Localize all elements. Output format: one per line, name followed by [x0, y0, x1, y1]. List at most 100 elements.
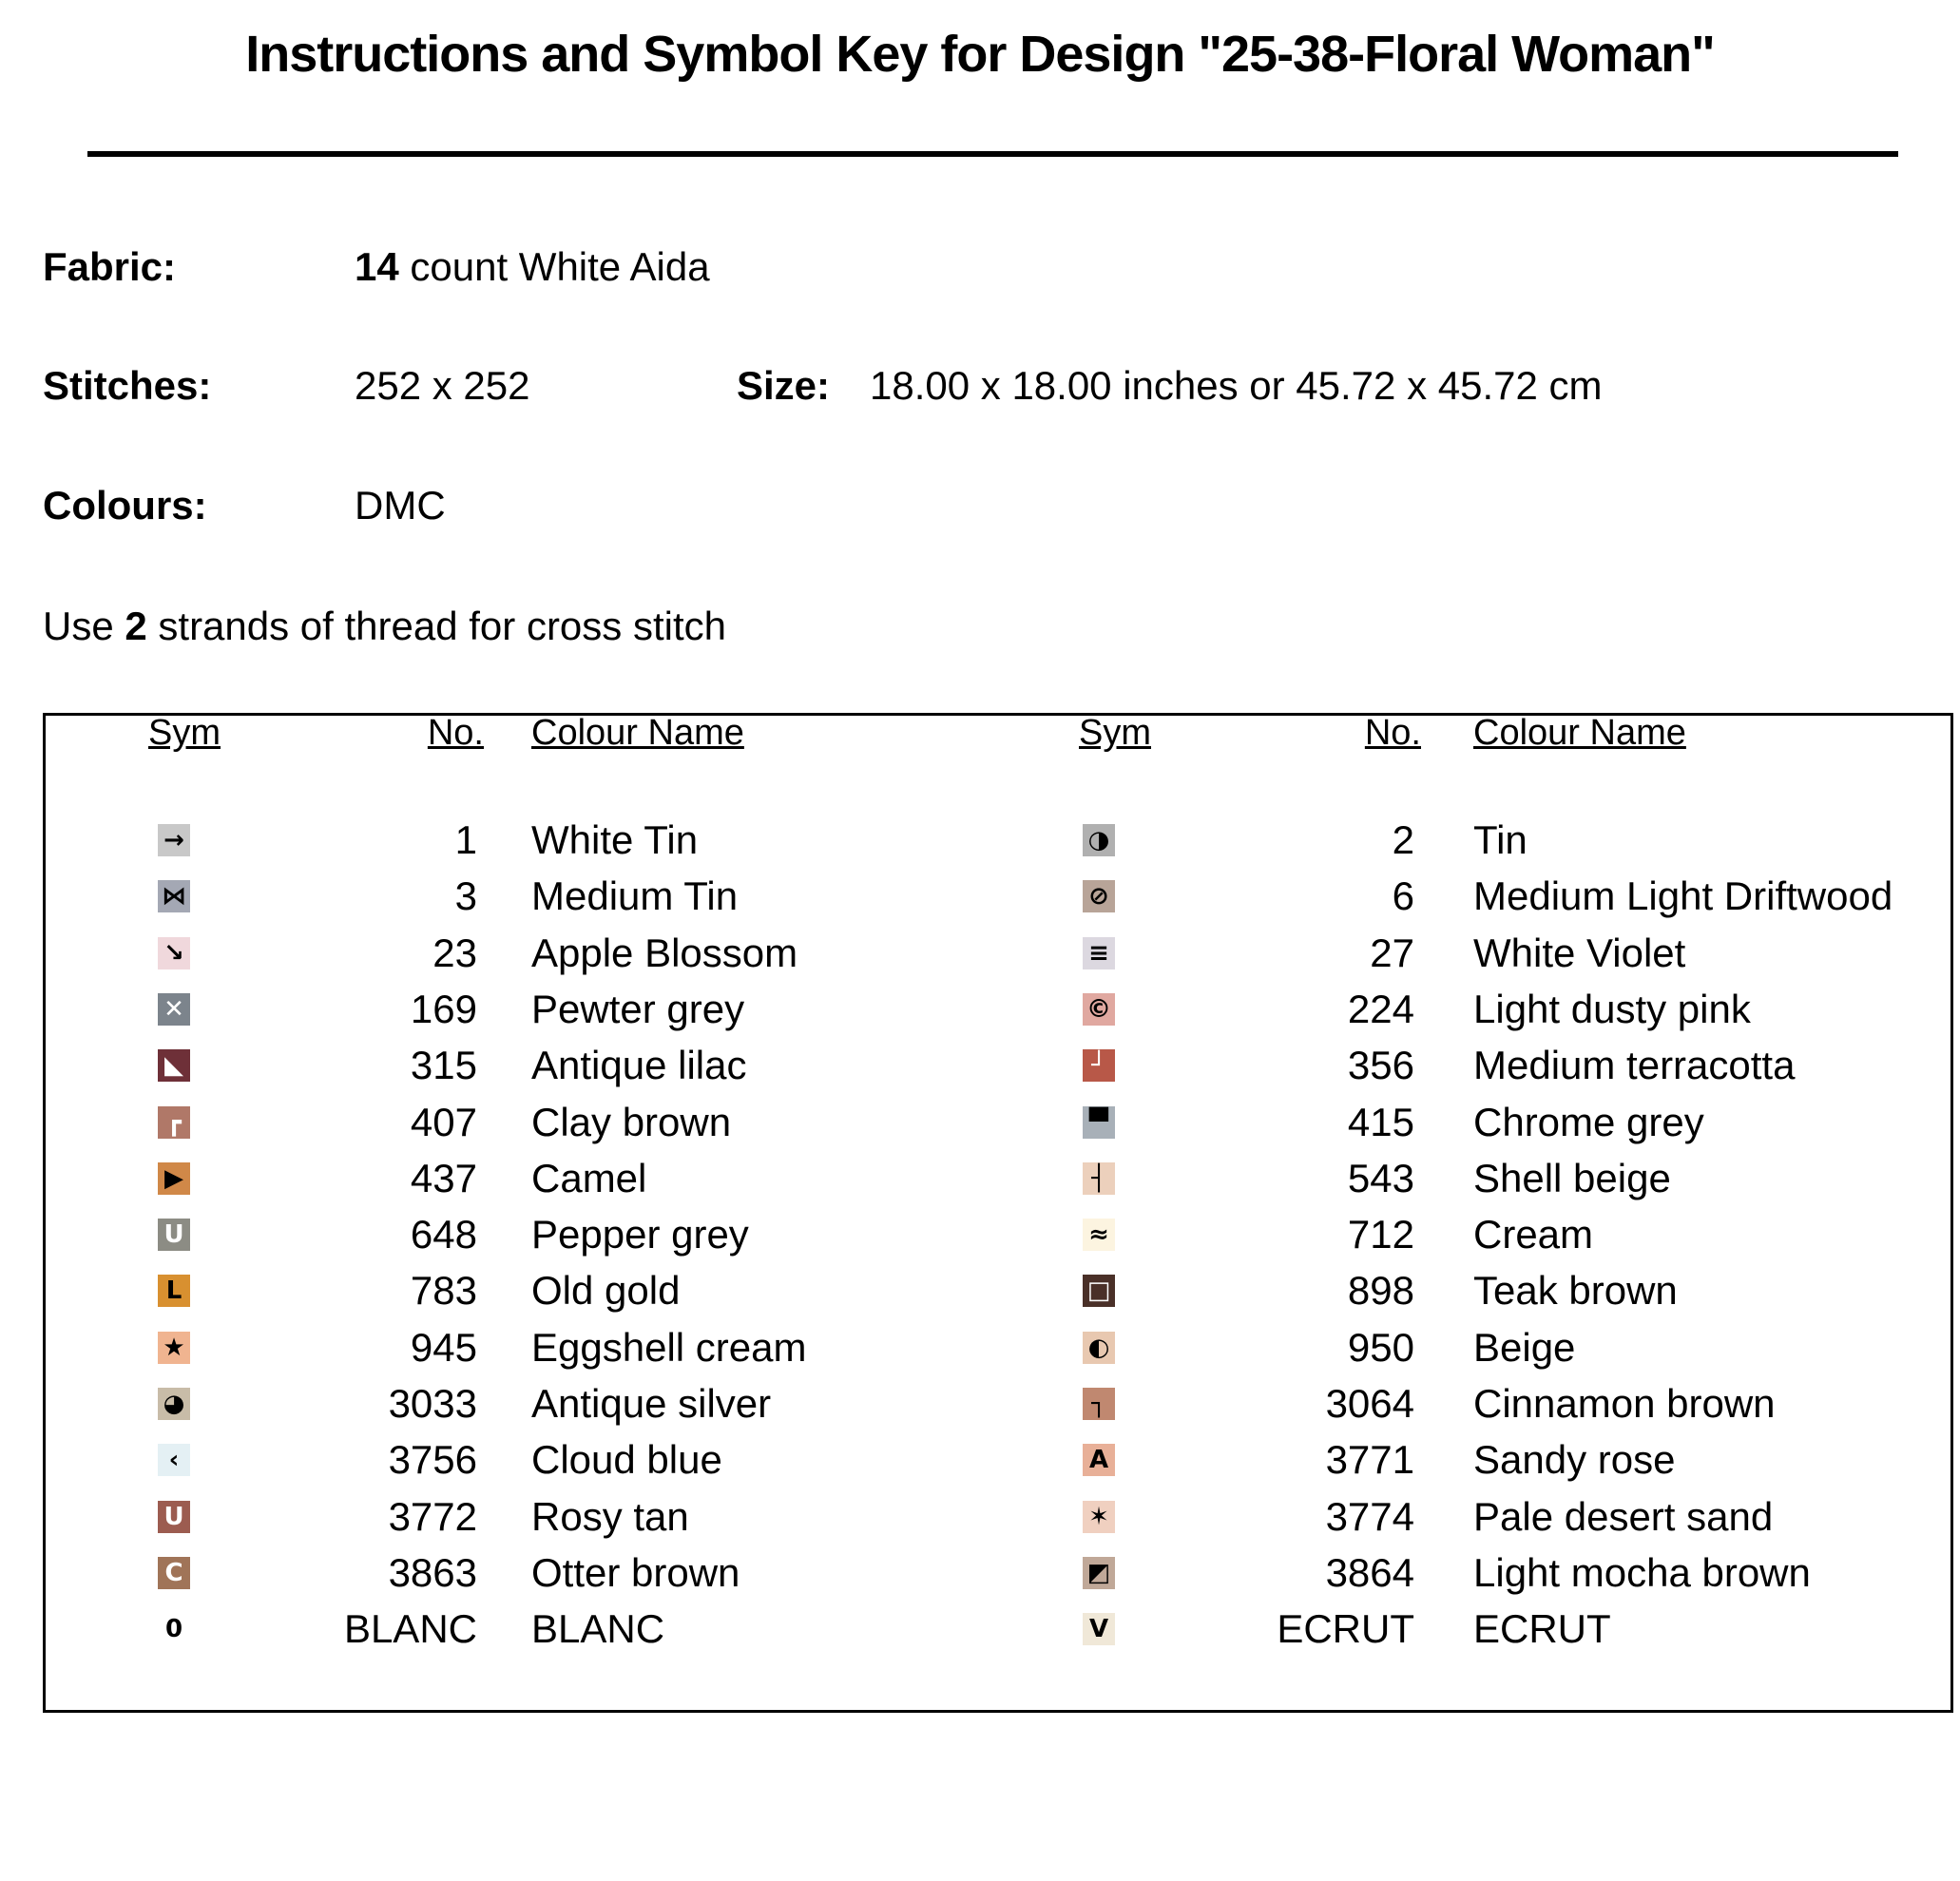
colours-value: DMC — [355, 483, 446, 528]
fabric-value: 14 count White Aida — [355, 247, 710, 287]
colour-name: Pewter grey — [531, 986, 745, 1031]
colour-number: 6 — [1392, 873, 1414, 919]
header-sym: Sym — [1079, 713, 1151, 753]
colour-name: Medium Light Driftwood — [1473, 873, 1893, 919]
colour-number: ECRUT — [1277, 1606, 1414, 1652]
colour-name: Old gold — [531, 1268, 681, 1314]
colour-name: Shell beige — [1473, 1155, 1671, 1200]
colour-number: 950 — [1347, 1324, 1414, 1370]
stitches-label: Stitches: — [43, 363, 212, 408]
header-no: No. — [427, 713, 484, 753]
colour-number: 23 — [432, 930, 477, 975]
symbol: A — [1083, 1444, 1115, 1477]
colour-name: Chrome grey — [1473, 1099, 1704, 1144]
symbol: ▀ — [1083, 1105, 1115, 1139]
symbol: ≡ — [1083, 936, 1115, 969]
colour-number: 3863 — [388, 1549, 477, 1595]
fabric-text: count White Aida — [410, 244, 710, 289]
symbol: ⊘ — [1083, 880, 1115, 913]
colour-number: 315 — [410, 1043, 477, 1088]
colour-name: Beige — [1473, 1324, 1576, 1370]
colour-name: Rosy tan — [531, 1493, 689, 1539]
fabric-count: 14 — [355, 244, 399, 289]
colour-number: 898 — [1347, 1268, 1414, 1314]
colour-name: Antique silver — [531, 1381, 772, 1426]
colour-number: 3774 — [1325, 1493, 1414, 1539]
symbol: V — [1083, 1613, 1115, 1646]
colour-number: 783 — [410, 1268, 477, 1314]
colour-name: Cream — [1473, 1212, 1594, 1257]
colour-name: Pepper grey — [531, 1212, 749, 1257]
stitches-value: 252 x 252 — [355, 363, 530, 408]
colour-number: 356 — [1347, 1043, 1414, 1088]
symbol: ┏ — [158, 1105, 190, 1139]
symbol: ◕ — [158, 1388, 190, 1420]
symbol: ▶ — [158, 1161, 190, 1195]
colour-number: 3864 — [1325, 1549, 1414, 1595]
symbol: ‹ — [158, 1444, 190, 1477]
colour-name: Medium Tin — [531, 873, 739, 919]
colour-name: Otter brown — [531, 1549, 740, 1595]
colour-name: White Tin — [531, 817, 699, 862]
colour-name: Medium terracotta — [1473, 1043, 1796, 1088]
colour-number: 3772 — [388, 1493, 477, 1539]
colour-number: BLANC — [343, 1606, 477, 1652]
size-value: 18.00 x 18.00 inches or 45.72 x 45.72 cm — [870, 363, 1603, 408]
colour-number: 712 — [1347, 1212, 1414, 1257]
symbol: ✕ — [158, 992, 190, 1026]
title: Instructions and Symbol Key for Design "… — [245, 26, 1716, 83]
colour-name: Clay brown — [531, 1099, 732, 1144]
strands-after: strands of thread for cross stitch — [158, 604, 726, 648]
colour-name: Teak brown — [1473, 1268, 1678, 1314]
colour-name: White Violet — [1473, 930, 1686, 975]
header-sym: Sym — [148, 713, 221, 753]
symbol: □ — [1083, 1275, 1115, 1308]
symbol: ↘ — [158, 936, 190, 969]
symbol: → — [158, 824, 190, 856]
colour-name: Antique lilac — [531, 1043, 747, 1088]
colour-number: 407 — [410, 1099, 477, 1144]
colour-number: 2 — [1392, 817, 1414, 862]
symbol: ⋈ — [158, 880, 190, 913]
colour-name: BLANC — [531, 1606, 665, 1652]
rule — [87, 151, 1898, 157]
symbol: ≈ — [1083, 1219, 1115, 1252]
strands-text: Use 2 strands of thread for cross stitch — [43, 606, 726, 646]
colour-number: 437 — [410, 1155, 477, 1200]
symbol: 0 — [158, 1613, 190, 1646]
symbol: ┤ — [1083, 1161, 1115, 1195]
symbol: ◣ — [158, 1049, 190, 1083]
symbol: ◐ — [1083, 1331, 1115, 1364]
symbol: U — [158, 1219, 190, 1252]
colour-number: 543 — [1347, 1155, 1414, 1200]
colour-name: Sandy rose — [1473, 1437, 1676, 1483]
colour-number: 945 — [410, 1324, 477, 1370]
header-name: Colour Name — [531, 713, 744, 753]
colour-name: ECRUT — [1473, 1606, 1611, 1652]
symbol: C — [158, 1556, 190, 1589]
colour-name: Cinnamon brown — [1473, 1381, 1776, 1426]
colour-number: 3033 — [388, 1381, 477, 1426]
symbol: ┘ — [1083, 1049, 1115, 1083]
colour-name: Tin — [1473, 817, 1528, 862]
symbol: L — [158, 1275, 190, 1308]
colour-number: 1 — [454, 817, 477, 862]
colour-name: Cloud blue — [531, 1437, 722, 1483]
symbol: ◩ — [1083, 1556, 1115, 1589]
colour-number: 415 — [1347, 1099, 1414, 1144]
colour-name: Light dusty pink — [1473, 986, 1751, 1031]
symbol: © — [1083, 992, 1115, 1026]
colour-name: Light mocha brown — [1473, 1549, 1811, 1595]
header-no: No. — [1364, 713, 1421, 753]
size-label: Size: — [737, 363, 831, 408]
symbol-key-box — [43, 713, 1953, 1713]
symbol: ◑ — [1083, 824, 1115, 856]
colour-name: Eggshell cream — [531, 1324, 807, 1370]
colour-name: Camel — [531, 1155, 647, 1200]
colour-number: 169 — [410, 986, 477, 1031]
colour-number: 3 — [454, 873, 477, 919]
colour-number: 648 — [410, 1212, 477, 1257]
colours-label: Colours: — [43, 483, 207, 528]
colour-name: Apple Blossom — [531, 930, 798, 975]
